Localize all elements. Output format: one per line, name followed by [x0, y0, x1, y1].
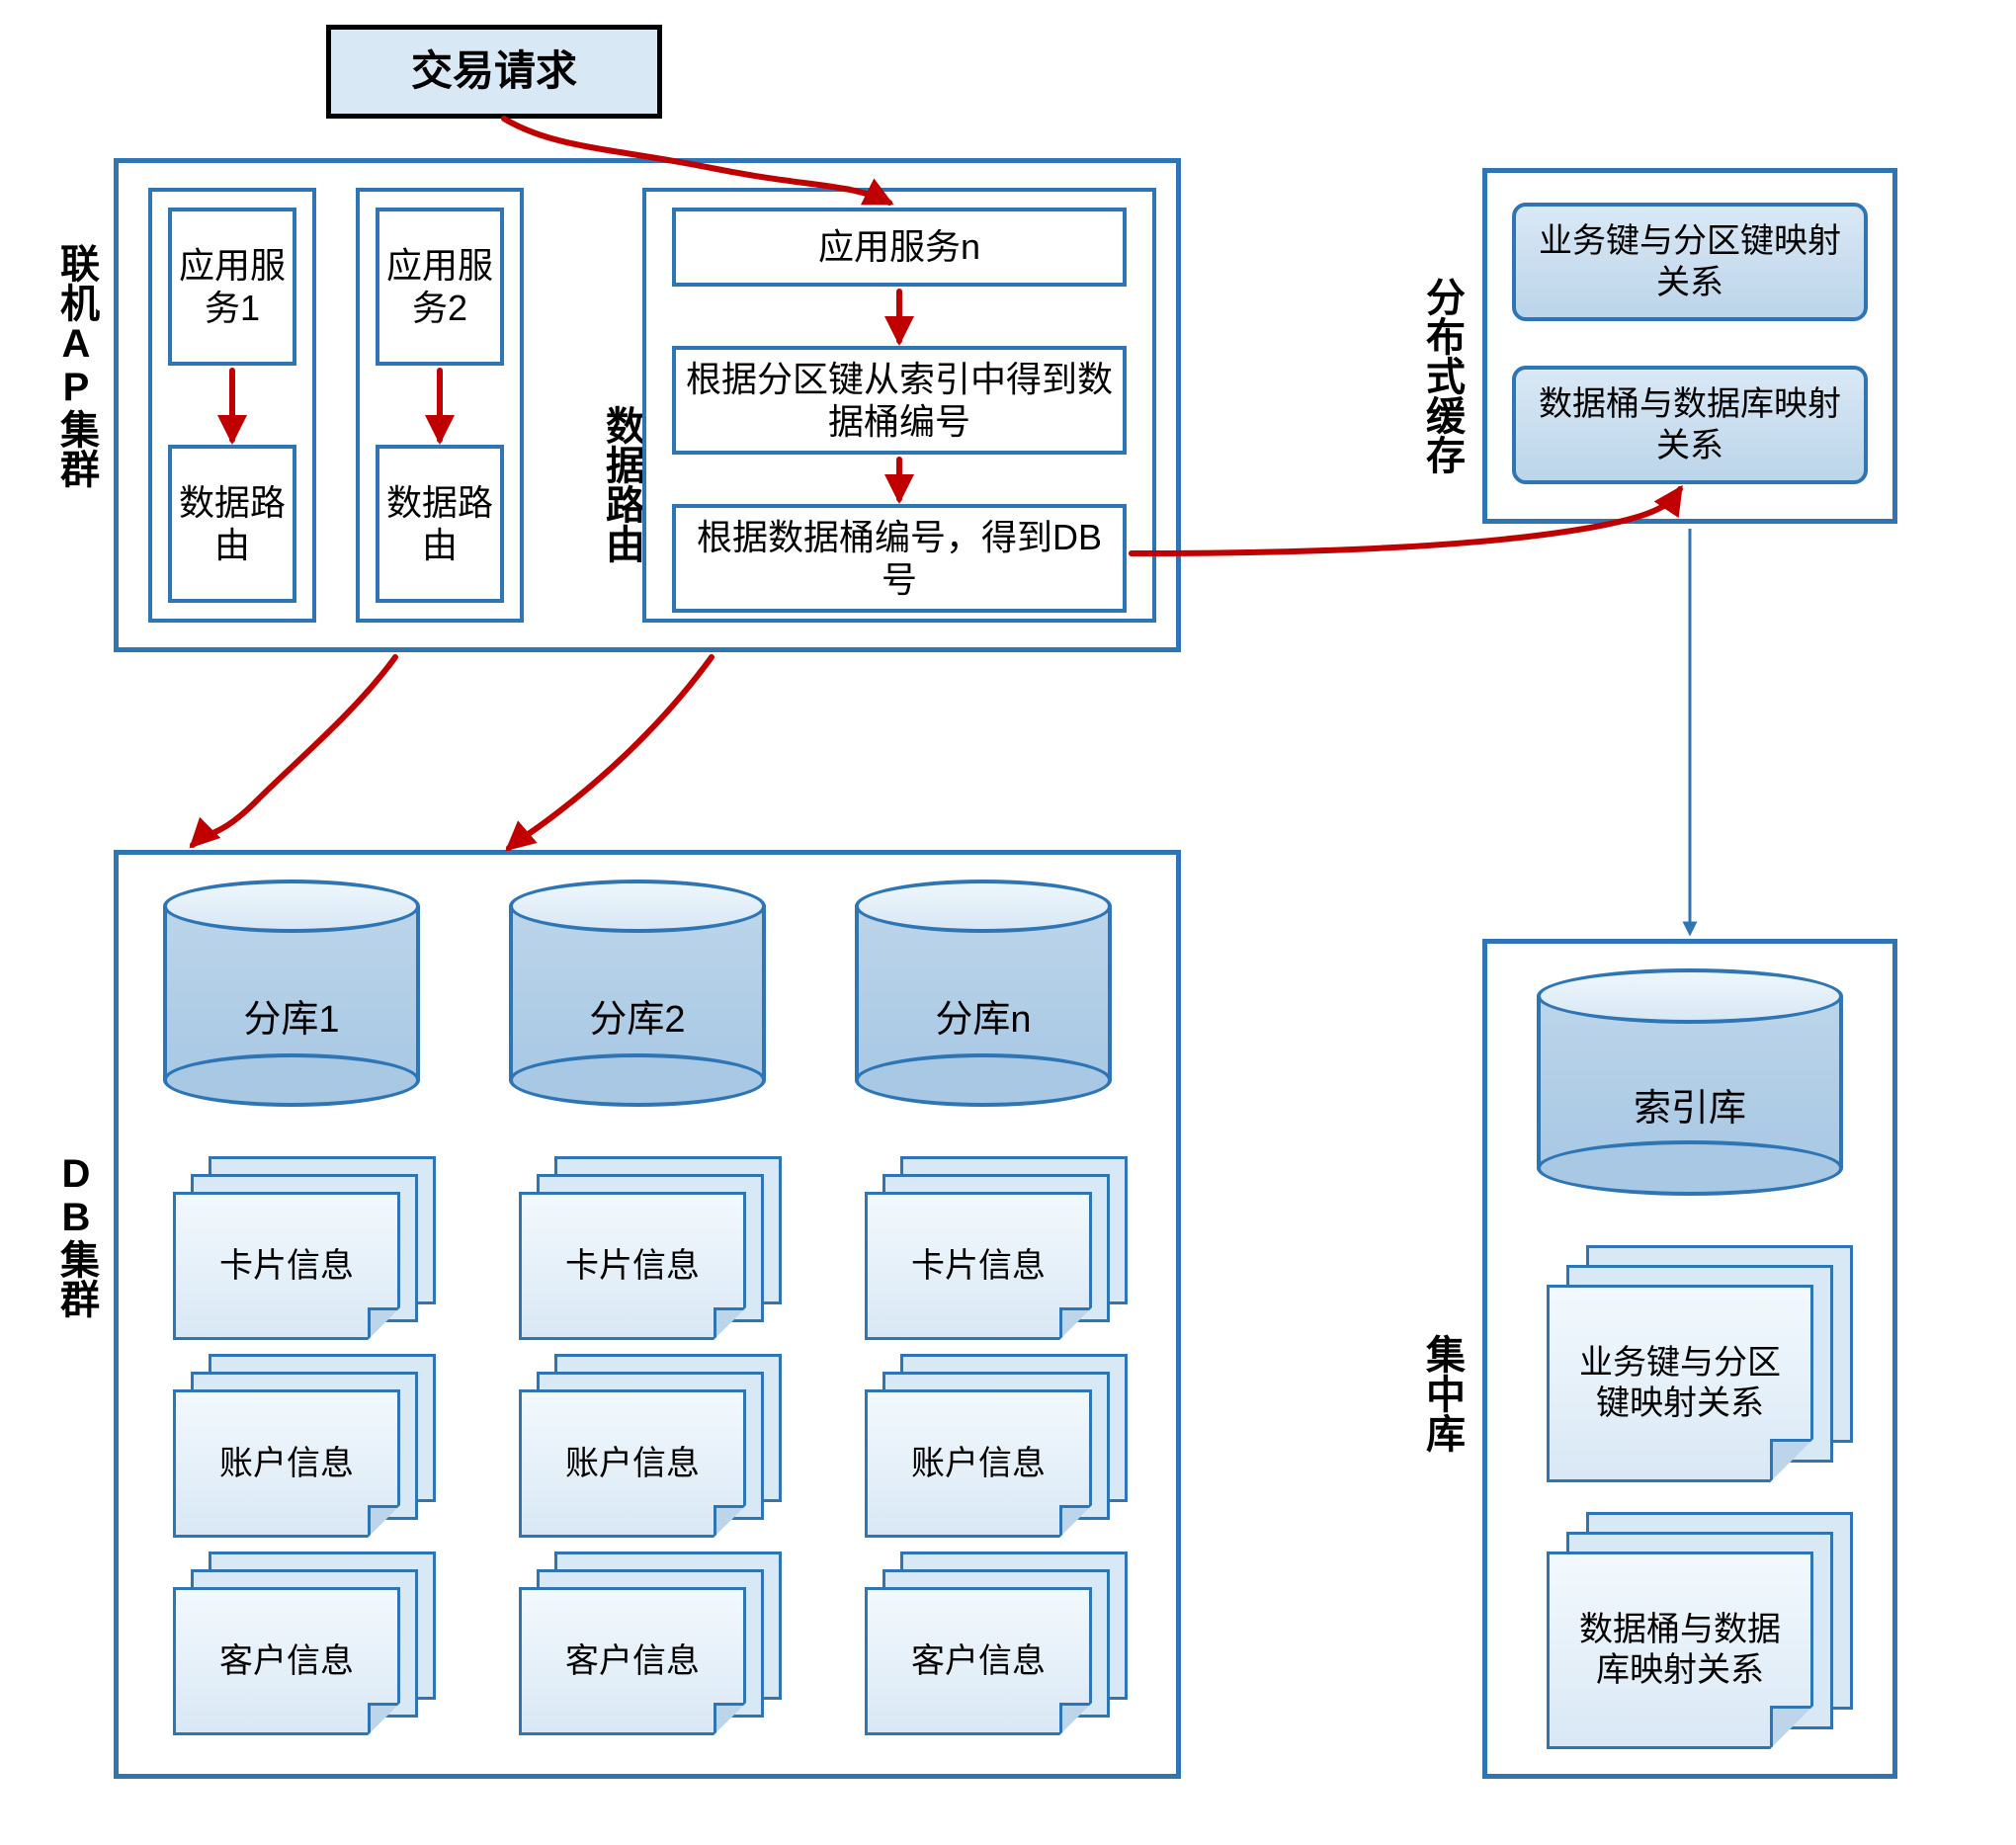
- central-doc-2: 数据桶与数据库映射关系: [1547, 1512, 1853, 1749]
- shard-1-doc-2-label: 账户信息: [173, 1389, 400, 1538]
- red-arrow-8: [509, 657, 712, 848]
- shard-3-cylinder: 分库n: [855, 880, 1112, 1107]
- request-box: 交易请求: [326, 25, 662, 119]
- shard-2-doc-1-label: 卡片信息: [519, 1192, 746, 1340]
- app-service-n-app: 应用服务n: [672, 208, 1127, 287]
- shard-3-doc-3: 客户信息: [865, 1551, 1128, 1735]
- red-arrow-7: [193, 657, 395, 845]
- central-doc-1: 业务键与分区键映射关系: [1547, 1245, 1853, 1482]
- route-step-1: 根据分区键从索引中得到数据桶编号: [672, 346, 1127, 455]
- shard-2-doc-2-label: 账户信息: [519, 1389, 746, 1538]
- shard-3-cylinder-label: 分库n: [855, 988, 1112, 1043]
- shard-3-doc-2-label: 账户信息: [865, 1389, 1092, 1538]
- shard-3-doc-3-label: 客户信息: [865, 1587, 1092, 1735]
- app-service-2-route: 数据路由: [376, 445, 504, 603]
- cache-map-bizkey: 业务键与分区键映射关系: [1512, 203, 1868, 321]
- db-cluster-label: DB集群: [47, 1107, 105, 1364]
- shard-3-doc-1: 卡片信息: [865, 1156, 1128, 1340]
- central-db-label: 集中库: [1413, 1295, 1470, 1492]
- app-service-1-app: 应用服务1: [168, 208, 296, 366]
- ap-cluster-label: 联机AP集群: [47, 198, 105, 534]
- shard-1-cylinder: 分库1: [163, 880, 420, 1107]
- cache-map-bucketdb: 数据桶与数据库映射关系: [1512, 366, 1868, 484]
- shard-3-doc-1-label: 卡片信息: [865, 1192, 1092, 1340]
- shard-1-doc-3-label: 客户信息: [173, 1587, 400, 1735]
- diagram-canvas: 交易请求联机AP集群应用服务1数据路由应用服务2数据路由数据路由应用服务n根据分…: [0, 0, 2016, 1845]
- index-db-cylinder: 索引库: [1537, 968, 1843, 1196]
- shard-1-doc-2: 账户信息: [173, 1354, 436, 1538]
- shard-1-cylinder-label: 分库1: [163, 988, 420, 1043]
- app-service-2-app: 应用服务2: [376, 208, 504, 366]
- shard-1-doc-3: 客户信息: [173, 1551, 436, 1735]
- shard-2-doc-3: 客户信息: [519, 1551, 782, 1735]
- shard-2-doc-1: 卡片信息: [519, 1156, 782, 1340]
- shard-1-doc-1: 卡片信息: [173, 1156, 436, 1340]
- shard-3-doc-2: 账户信息: [865, 1354, 1128, 1538]
- dist-cache-label: 分布式缓存: [1413, 217, 1470, 534]
- app-service-1-route: 数据路由: [168, 445, 296, 603]
- shard-2-doc-2: 账户信息: [519, 1354, 782, 1538]
- index-db-cylinder-label: 索引库: [1537, 1077, 1843, 1132]
- shard-2-cylinder-label: 分库2: [509, 988, 766, 1043]
- shard-2-doc-3-label: 客户信息: [519, 1587, 746, 1735]
- shard-2-cylinder: 分库2: [509, 880, 766, 1107]
- route-step-2: 根据数据桶编号，得到DB号: [672, 504, 1127, 613]
- shard-1-doc-1-label: 卡片信息: [173, 1192, 400, 1340]
